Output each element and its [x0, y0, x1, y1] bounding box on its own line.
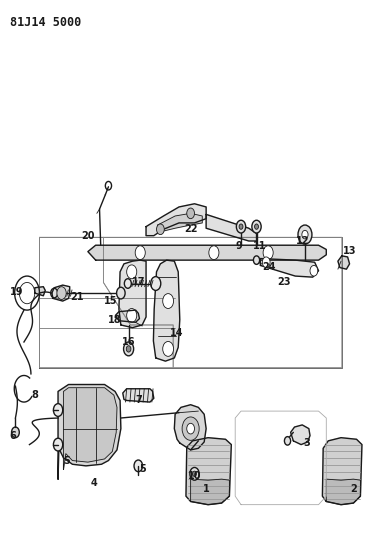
Circle shape: [298, 225, 312, 244]
Circle shape: [190, 467, 199, 480]
Text: 1: 1: [203, 484, 210, 494]
Circle shape: [237, 220, 246, 233]
Text: 12: 12: [296, 236, 310, 246]
Circle shape: [127, 309, 137, 322]
Text: 19: 19: [9, 287, 23, 297]
Text: 4: 4: [90, 479, 97, 488]
Circle shape: [262, 257, 270, 268]
Polygon shape: [35, 287, 45, 296]
Circle shape: [302, 230, 308, 239]
Text: 7: 7: [135, 395, 142, 406]
Circle shape: [151, 277, 161, 290]
Polygon shape: [146, 204, 206, 236]
Polygon shape: [116, 310, 140, 322]
Text: 21: 21: [71, 292, 84, 302]
Polygon shape: [206, 214, 256, 241]
Circle shape: [135, 246, 145, 260]
Circle shape: [12, 427, 19, 438]
Text: 17: 17: [131, 278, 145, 287]
Circle shape: [53, 438, 63, 451]
Circle shape: [124, 279, 131, 288]
Text: 81J14 5000: 81J14 5000: [11, 15, 82, 29]
Polygon shape: [119, 260, 146, 328]
Text: 14: 14: [170, 328, 184, 338]
Text: 6: 6: [10, 431, 16, 441]
Circle shape: [57, 287, 66, 300]
Text: 22: 22: [184, 224, 197, 235]
Circle shape: [263, 246, 273, 260]
Polygon shape: [186, 438, 231, 505]
Polygon shape: [63, 387, 117, 470]
Text: 13: 13: [343, 246, 356, 255]
Circle shape: [209, 246, 219, 260]
Circle shape: [134, 460, 142, 472]
Text: 9: 9: [235, 241, 242, 251]
Polygon shape: [123, 389, 154, 402]
Circle shape: [239, 224, 243, 229]
Circle shape: [117, 287, 125, 299]
Text: 10: 10: [188, 472, 201, 481]
Circle shape: [124, 342, 134, 356]
Text: 5: 5: [63, 456, 70, 465]
Circle shape: [254, 224, 258, 229]
Polygon shape: [260, 259, 319, 277]
Circle shape: [310, 265, 318, 276]
Text: 20: 20: [81, 231, 95, 241]
Circle shape: [193, 471, 196, 477]
Text: 23: 23: [277, 278, 291, 287]
Circle shape: [253, 256, 259, 264]
Circle shape: [156, 224, 164, 235]
Circle shape: [182, 417, 199, 440]
Text: 2: 2: [350, 484, 357, 494]
Circle shape: [127, 265, 137, 279]
Polygon shape: [326, 479, 360, 505]
Polygon shape: [322, 438, 362, 505]
Polygon shape: [338, 256, 350, 269]
Text: 16: 16: [122, 337, 135, 347]
Circle shape: [163, 342, 173, 357]
Polygon shape: [58, 384, 121, 479]
Text: 11: 11: [253, 241, 266, 251]
Polygon shape: [88, 245, 326, 260]
Polygon shape: [291, 425, 310, 445]
Text: 15: 15: [104, 296, 118, 306]
Circle shape: [252, 220, 261, 233]
Circle shape: [126, 346, 131, 352]
Circle shape: [187, 208, 194, 219]
Circle shape: [284, 437, 291, 445]
Text: 3: 3: [303, 438, 310, 448]
Circle shape: [53, 403, 63, 416]
Polygon shape: [153, 260, 180, 361]
Text: 8: 8: [32, 390, 38, 400]
Text: 5: 5: [139, 464, 145, 473]
Polygon shape: [52, 285, 70, 301]
Circle shape: [187, 423, 194, 434]
Text: 24: 24: [262, 262, 276, 271]
Circle shape: [163, 294, 173, 309]
Polygon shape: [174, 405, 206, 450]
Polygon shape: [158, 213, 202, 232]
Text: 18: 18: [108, 314, 122, 325]
Circle shape: [51, 288, 58, 298]
Polygon shape: [191, 479, 230, 505]
